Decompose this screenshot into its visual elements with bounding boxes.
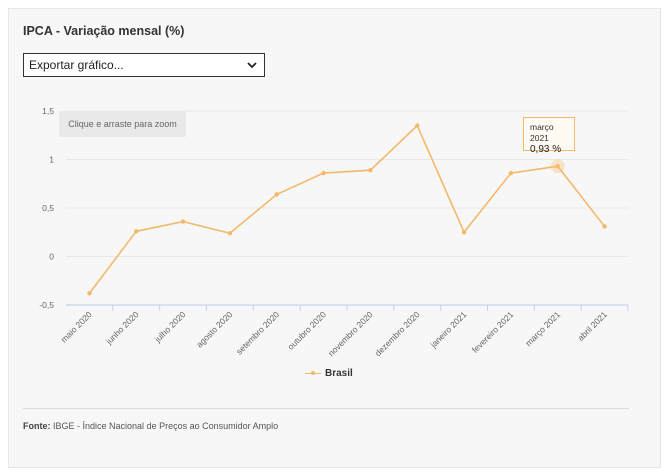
x-tick-label: março 2021 xyxy=(523,309,562,348)
x-tick-label: setembro 2020 xyxy=(234,309,281,356)
x-tick-label: janeiro 2021 xyxy=(428,309,469,350)
data-point xyxy=(321,170,326,176)
x-tick-label: julho 2020 xyxy=(152,309,188,345)
tooltip-label: março 2021 xyxy=(530,122,554,143)
chart-tooltip: março 2021 0,93 % xyxy=(523,117,575,155)
x-tick-label: abril 2021 xyxy=(576,309,610,343)
y-tick-label: 1,5 xyxy=(42,106,54,116)
data-point xyxy=(508,170,514,176)
y-tick-label: 0,5 xyxy=(42,203,54,213)
data-point xyxy=(134,229,139,234)
series-line-brasil xyxy=(88,124,606,294)
source-note: Fonte: IBGE - Índice Nacional de Preços … xyxy=(23,421,278,431)
legend-swatch-icon xyxy=(305,368,321,378)
chevron-down-icon xyxy=(246,54,258,76)
chart-title: IPCA - Variação mensal (%) xyxy=(23,24,185,38)
data-point xyxy=(227,231,233,236)
legend-label: Brasil xyxy=(325,367,353,379)
x-tick-label: fevereiro 2021 xyxy=(470,309,516,355)
y-tick-label: 0 xyxy=(49,252,54,262)
divider xyxy=(23,408,629,409)
data-point xyxy=(555,164,560,169)
x-tick-label: maio 2020 xyxy=(59,309,94,344)
x-tick-label: dezembro 2020 xyxy=(373,309,422,358)
source-text: IBGE - Índice Nacional de Preços ao Cons… xyxy=(53,421,279,431)
x-tick-label: novembro 2020 xyxy=(326,309,375,358)
data-point xyxy=(87,291,92,296)
data-point xyxy=(461,230,467,235)
y-tick-label: -0,5 xyxy=(39,300,54,310)
data-point xyxy=(368,167,373,173)
x-tick-label: agosto 2020 xyxy=(194,309,234,349)
tooltip-value: 0,93 % xyxy=(530,144,562,155)
data-point xyxy=(415,123,420,128)
data-point xyxy=(274,192,279,197)
chart-legend[interactable]: Brasil xyxy=(305,366,353,380)
source-label: Fonte: xyxy=(23,421,51,431)
y-tick-label: 1 xyxy=(49,155,54,165)
chart-card xyxy=(8,8,661,468)
x-tick-label: junho 2020 xyxy=(103,309,141,347)
zoom-hint[interactable]: Clique e arraste para zoom xyxy=(59,111,186,137)
data-point xyxy=(602,224,607,229)
data-point xyxy=(180,219,186,224)
x-tick-label: outubro 2020 xyxy=(285,309,328,352)
export-select-value: Exportar gráfico... xyxy=(29,58,124,72)
export-chart-select[interactable]: Exportar gráfico... xyxy=(23,53,265,77)
